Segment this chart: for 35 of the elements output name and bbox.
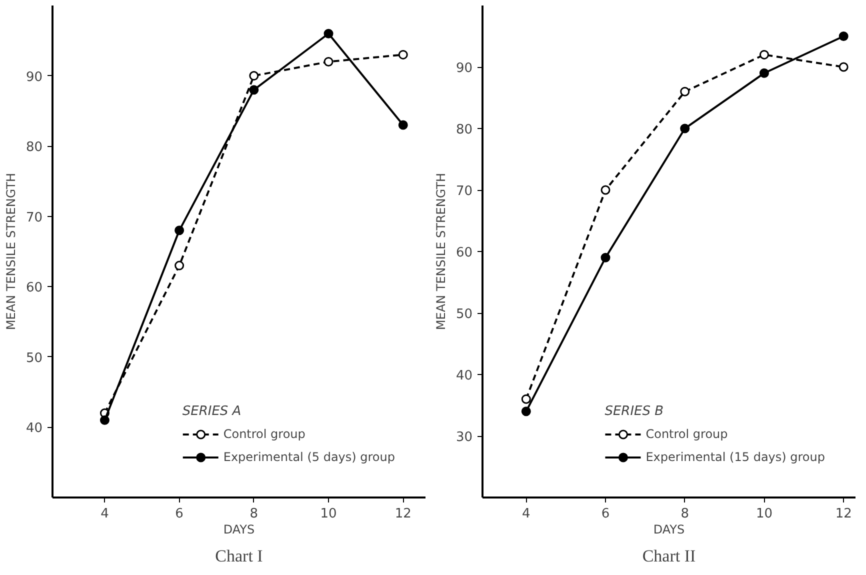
x-tick-label: 8	[250, 506, 258, 522]
y-tick-label: 60	[456, 246, 473, 260]
legend-label: Control group	[223, 427, 306, 441]
legend-label: Experimental (5 days) group	[223, 450, 395, 464]
y-tick-label: 70	[456, 184, 473, 199]
x-tick-label: 6	[601, 506, 610, 522]
x-tick-label: 12	[394, 506, 412, 522]
x-tick-label: 10	[320, 506, 337, 522]
x-tick-label: 10	[756, 506, 773, 522]
x-tick-label: 6	[175, 506, 184, 522]
y-axis-title: MEAN TENSILE STRENGTH	[434, 172, 448, 330]
text: Chart I	[215, 546, 264, 566]
x-tick-label: 8	[680, 506, 690, 522]
legend-title: SERIES A	[182, 404, 242, 419]
y-tick-label: 40	[26, 421, 43, 436]
y-tick-label: 50	[26, 350, 43, 366]
x-tick-label: 4	[100, 506, 109, 522]
legend-label: Experimental (15 days) group	[646, 450, 825, 464]
y-tick-label: 80	[456, 122, 473, 138]
x-tick-label: 12	[835, 506, 852, 522]
legend-label: Control group	[646, 427, 728, 441]
x-tick-label: 4	[522, 506, 530, 522]
y-tick-label: 90	[456, 61, 473, 76]
y-tick-label: 50	[456, 307, 473, 322]
x-axis-title: DAYS	[653, 522, 685, 536]
y-tick-label: 70	[26, 210, 43, 226]
x-axis-title: DAYS	[223, 522, 255, 536]
y-tick-label: 90	[26, 70, 43, 85]
legend-title: SERIES B	[604, 404, 665, 419]
y-tick-label: 40	[456, 368, 473, 384]
y-tick-label: 30	[456, 430, 473, 445]
y-tick-label: 60	[26, 280, 43, 296]
y-axis-title: MEAN TENSILE STRENGTH	[4, 172, 18, 330]
y-tick-label: 80	[26, 140, 43, 156]
text: Chart II	[642, 546, 696, 566]
